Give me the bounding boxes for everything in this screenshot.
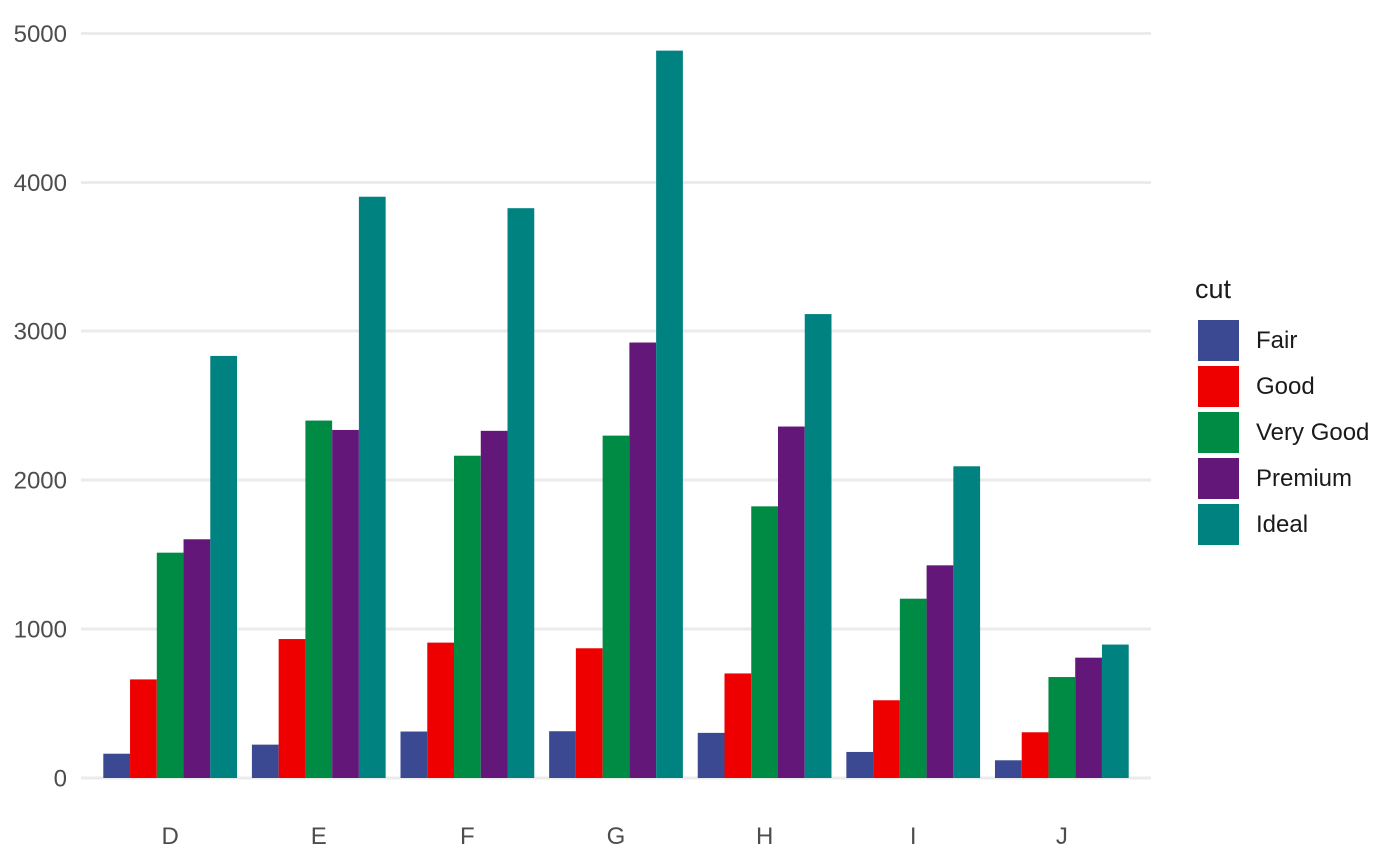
legend-swatch-fair (1198, 320, 1239, 361)
bar-I-ideal (953, 466, 981, 778)
legend-item-ideal: Ideal (1193, 504, 1393, 545)
bar-G-good (575, 648, 603, 778)
y-axis-tick-labels: 0 1000 2000 3000 4000 5000 (14, 21, 67, 793)
y-tick-label: 3000 (14, 319, 67, 346)
legend-item-good: Good (1193, 366, 1393, 407)
bar-J-good (1021, 732, 1049, 778)
x-tick-label: H (756, 823, 773, 850)
legend-item-premium: Premium (1193, 458, 1393, 499)
legend-item-very-good: Very Good (1193, 412, 1393, 453)
legend-label-good: Good (1256, 372, 1315, 400)
bar-J-fair (994, 760, 1022, 778)
bar-E-premium (332, 429, 359, 778)
bar-F-fair (400, 731, 428, 778)
legend-swatch-very-good (1198, 412, 1239, 453)
bar-F-premium (480, 430, 508, 778)
legend-label-premium: Premium (1256, 464, 1353, 492)
legend: cut Fair Good Very Good Premium Ideal (1193, 274, 1393, 550)
y-tick-label: 1000 (14, 617, 67, 644)
x-axis-tick-labels: D E F G H I J (161, 823, 1067, 850)
bar-G-fair (549, 731, 576, 778)
bar-D-ideal (210, 355, 238, 778)
bar-D-very-good (156, 552, 184, 778)
y-tick-label: 0 (54, 766, 67, 793)
bar-J-ideal (1101, 644, 1129, 778)
legend-swatch-good (1198, 366, 1239, 407)
x-tick-label: G (607, 823, 626, 850)
bar-F-ideal (507, 208, 535, 778)
legend-label-fair: Fair (1256, 326, 1298, 354)
bar-F-good (427, 642, 455, 778)
x-tick-label: I (910, 823, 917, 850)
bar-E-good (278, 639, 306, 778)
legend-title: cut (1195, 274, 1232, 304)
y-tick-label: 2000 (14, 468, 67, 495)
bar-H-fair (697, 732, 725, 778)
bar-H-very-good (751, 506, 778, 778)
bar-H-premium (777, 426, 805, 778)
legend-swatch-premium (1198, 458, 1239, 499)
x-tick-label: F (460, 823, 475, 850)
bar-I-very-good (899, 598, 927, 778)
bar-I-fair (846, 751, 874, 778)
legend-label-very-good: Very Good (1256, 418, 1370, 446)
legend-item-fair: Fair (1193, 320, 1393, 361)
bar-G-premium (629, 342, 657, 778)
bar-J-very-good (1048, 677, 1076, 778)
y-tick-label: 5000 (14, 21, 67, 48)
bar-E-very-good (305, 420, 333, 778)
bar-G-ideal (656, 50, 683, 778)
x-tick-label: E (311, 823, 327, 850)
bar-G-very-good (602, 435, 630, 778)
bar-I-premium (926, 565, 954, 778)
legend-swatch-ideal (1198, 504, 1239, 545)
y-tick-label: 4000 (14, 170, 67, 197)
x-tick-label: D (161, 823, 178, 850)
x-tick-label: J (1056, 823, 1068, 850)
bar-I-good (873, 700, 900, 778)
bar-D-premium (183, 539, 211, 778)
bar-H-ideal (804, 314, 832, 778)
bar-D-fair (103, 753, 131, 778)
bars (103, 50, 1129, 779)
legend-label-ideal: Ideal (1256, 510, 1309, 538)
bar-F-very-good (454, 455, 481, 778)
bar-J-premium (1075, 657, 1102, 778)
bar-H-good (724, 673, 752, 778)
bar-D-good (130, 679, 157, 778)
bar-E-ideal (358, 196, 386, 779)
bar-E-fair (251, 744, 279, 778)
